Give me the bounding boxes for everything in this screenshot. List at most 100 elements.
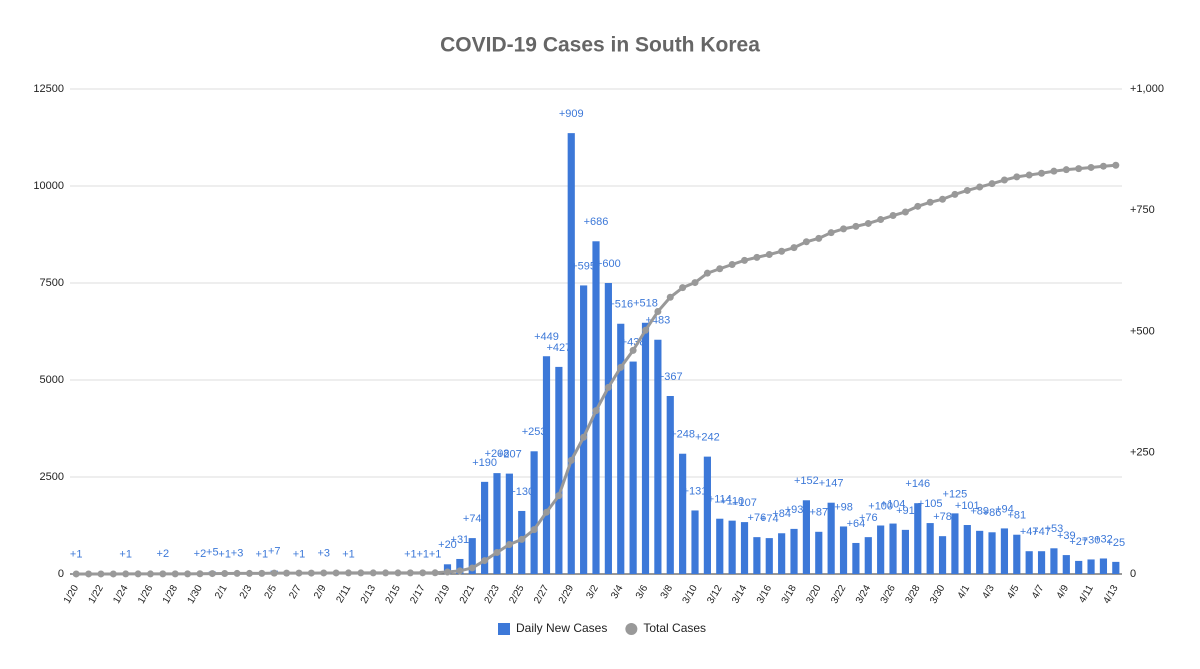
bar (641, 322, 650, 574)
bar (580, 285, 588, 574)
line-marker (629, 346, 637, 354)
line-marker (443, 568, 451, 576)
line-marker (320, 569, 328, 577)
data-label: +2 (194, 548, 207, 560)
line-marker (258, 569, 266, 577)
data-label: +253 (522, 426, 547, 438)
data-label: +39 (1057, 530, 1076, 542)
data-label: +518 (633, 298, 658, 310)
line-marker (914, 202, 922, 210)
line-marker (790, 244, 798, 252)
line-marker (295, 569, 303, 577)
data-label: +208 (485, 448, 510, 460)
bar (827, 502, 835, 574)
bar (505, 473, 513, 574)
data-label: +248 (670, 429, 695, 441)
bar (790, 528, 798, 574)
line-marker (951, 190, 959, 198)
line-marker (344, 569, 352, 577)
data-label: +516 (608, 299, 633, 311)
bar (976, 530, 984, 574)
bar (654, 339, 662, 574)
data-label: +1 (429, 548, 442, 560)
line-marker (505, 540, 513, 548)
line-marker (382, 569, 390, 577)
line-marker (481, 557, 489, 565)
data-label: +207 (497, 449, 522, 461)
line-marker (1050, 167, 1058, 175)
bar (666, 396, 674, 574)
bar (716, 518, 724, 574)
data-label: +104 (881, 498, 906, 510)
line-marker (592, 407, 600, 415)
data-label: +114 (708, 494, 732, 506)
data-label: +20 (438, 539, 457, 551)
bar (567, 133, 575, 574)
bar (481, 481, 489, 574)
bar (864, 537, 872, 574)
line-marker (109, 570, 117, 578)
data-label: +125 (943, 488, 968, 500)
bar (951, 513, 959, 574)
bar (555, 366, 563, 574)
line-marker (827, 229, 835, 237)
line-marker (654, 308, 662, 316)
line-marker (208, 570, 216, 578)
line-marker (1013, 173, 1021, 181)
line-marker (840, 225, 848, 233)
data-label: +2 (157, 548, 170, 560)
legend-label: Total Cases (643, 621, 706, 635)
data-label: +76 (859, 512, 878, 524)
line-marker (939, 195, 947, 203)
y2-tick-label: +1,000 (1130, 83, 1164, 95)
bar (963, 525, 971, 574)
line-marker (1075, 165, 1083, 173)
line-marker (245, 569, 253, 577)
line-marker (406, 569, 414, 577)
data-label: +105 (918, 498, 943, 510)
bar (1025, 551, 1033, 574)
line-marker (716, 265, 724, 273)
line-marker (963, 186, 971, 194)
data-label: +5 (206, 546, 219, 558)
line-marker (307, 569, 315, 577)
y-tick-label: 10000 (33, 180, 64, 192)
bar (839, 526, 848, 574)
bar (1075, 560, 1083, 574)
data-label: +32 (1094, 533, 1113, 545)
line-marker (1038, 169, 1046, 177)
data-label: +107 (732, 497, 757, 509)
line-marker (728, 260, 736, 268)
data-label: +146 (905, 478, 930, 490)
bar (703, 456, 711, 574)
data-label: +86 (983, 507, 1002, 519)
legend-swatch (625, 623, 638, 635)
line-marker (1000, 176, 1008, 184)
line-marker (753, 253, 761, 261)
data-label: +3 (231, 547, 244, 559)
bar (530, 451, 538, 574)
bar (1037, 551, 1046, 574)
line-marker (134, 570, 142, 578)
bar (889, 523, 897, 574)
line-marker (530, 526, 538, 534)
data-label: +89 (970, 506, 989, 518)
data-label: +3 (317, 547, 330, 559)
chart-title: COVID-19 Cases in South Korea (440, 34, 760, 57)
y-tick-label: 12500 (33, 83, 64, 95)
line-marker (988, 180, 996, 188)
data-label: +1 (342, 548, 355, 560)
bar (815, 531, 823, 574)
bar (753, 537, 761, 574)
bar (938, 536, 947, 574)
bar (1050, 548, 1058, 574)
data-label: +110 (720, 496, 744, 508)
data-label: +909 (559, 108, 584, 120)
line-marker (419, 569, 427, 577)
data-label: +74 (760, 513, 779, 525)
line-marker (889, 212, 897, 220)
line-marker (196, 570, 204, 578)
line-marker (85, 570, 93, 578)
data-label: +152 (794, 475, 819, 487)
data-label: +1 (218, 548, 231, 560)
